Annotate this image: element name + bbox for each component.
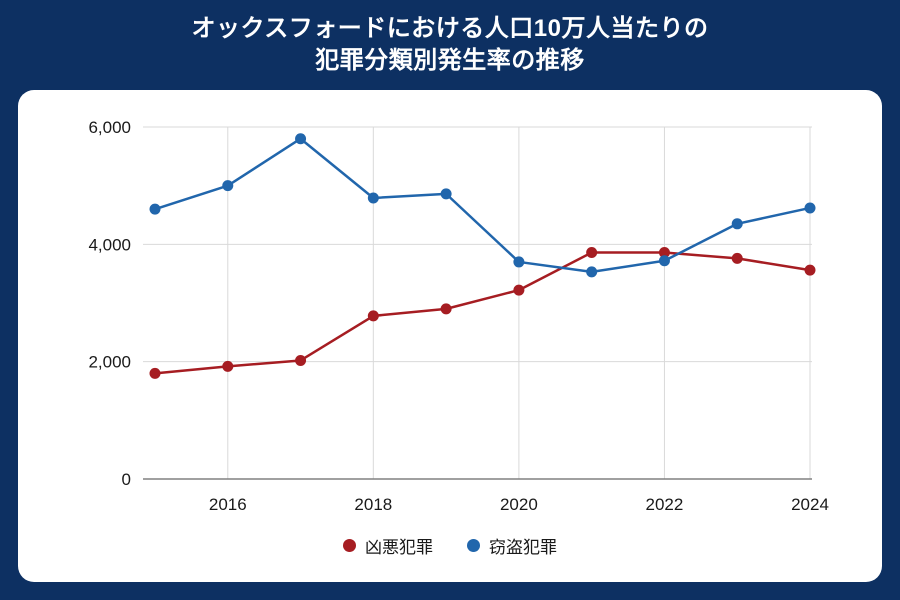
data-point-凶悪犯罪-2019 xyxy=(440,303,452,315)
x-axis-tick-label: 2022 xyxy=(646,495,684,514)
data-point-凶悪犯罪-2015 xyxy=(149,367,161,379)
x-axis-tick-label: 2024 xyxy=(791,495,829,514)
data-point-窃盗犯罪-2024 xyxy=(804,202,816,214)
data-point-窃盗犯罪-2022 xyxy=(658,255,670,267)
page-title-line2: 犯罪分類別発生率の推移 xyxy=(315,47,585,74)
y-axis-tick-label: 0 xyxy=(122,470,131,489)
data-point-窃盗犯罪-2023 xyxy=(731,218,743,230)
data-point-凶悪犯罪-2023 xyxy=(731,252,743,264)
y-axis-tick-label: 4,000 xyxy=(88,235,131,254)
data-point-凶悪犯罪-2017 xyxy=(295,354,307,366)
data-point-凶悪犯罪-2020 xyxy=(513,284,525,296)
page-title-line1: オックスフォードにおける人口10万人当たりの xyxy=(191,15,709,42)
data-point-凶悪犯罪-2024 xyxy=(804,264,816,276)
data-point-窃盗犯罪-2018 xyxy=(367,192,379,204)
x-axis-tick-label: 2018 xyxy=(354,495,392,514)
data-point-凶悪犯罪-2022 xyxy=(658,247,670,259)
data-point-凶悪犯罪-2018 xyxy=(367,310,379,322)
data-point-窃盗犯罪-2021 xyxy=(586,266,598,278)
legend-label-theft-crime: 窃盗犯罪 xyxy=(489,538,557,557)
data-point-窃盗犯罪-2015 xyxy=(149,203,161,215)
y-axis-tick-label: 2,000 xyxy=(88,353,131,372)
data-point-窃盗犯罪-2016 xyxy=(222,180,234,192)
legend-item-theft-crime: 窃盗犯罪 xyxy=(467,533,557,558)
chart-legend: 凶悪犯罪 窃盗犯罪 xyxy=(18,533,882,558)
legend-label-violent-crime: 凶悪犯罪 xyxy=(365,538,433,557)
data-point-凶悪犯罪-2016 xyxy=(222,360,234,372)
legend-marker-violent-crime-icon xyxy=(343,539,356,552)
chart-card: 0 2,000 4,000 6,000 2016 2018 2020 2022 2024 凶悪犯… xyxy=(18,90,882,582)
data-point-窃盗犯罪-2019 xyxy=(440,188,452,200)
x-axis-tick-label: 2020 xyxy=(500,495,538,514)
page-title: オックスフォードにおける人口10万人当たりの 犯罪分類別発生率の推移 xyxy=(0,0,900,77)
legend-marker-theft-crime-icon xyxy=(467,539,480,552)
y-axis-tick-label: 6,000 xyxy=(88,118,131,137)
legend-item-violent-crime: 凶悪犯罪 xyxy=(343,533,433,558)
x-axis-tick-label: 2016 xyxy=(209,495,247,514)
data-point-窃盗犯罪-2020 xyxy=(513,256,525,268)
series-line-凶悪犯罪 xyxy=(154,251,811,375)
data-point-窃盗犯罪-2017 xyxy=(295,133,307,145)
line-chart: 0 2,000 4,000 6,000 2016 2018 2020 2022 2024 xyxy=(88,118,829,514)
data-point-凶悪犯罪-2021 xyxy=(586,247,598,259)
series-line-窃盗犯罪 xyxy=(154,137,811,274)
